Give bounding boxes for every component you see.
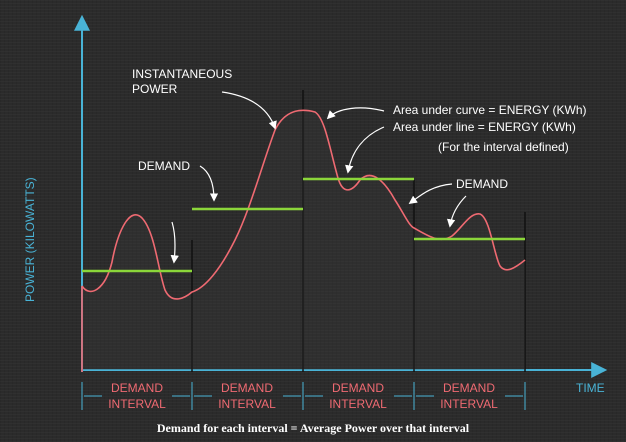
interval-2-label-1: DEMAND — [221, 381, 273, 395]
interval-brackets — [81, 382, 526, 410]
pointer-demand-right — [408, 183, 453, 204]
pointer-area-curve — [326, 107, 385, 120]
pointer-demand-left — [199, 165, 219, 202]
x-axis-label: TIME — [576, 381, 605, 395]
interval-4-label-2: INTERVAL — [440, 397, 498, 411]
area-curve-label: Area under curve = ENERGY (KWh) — [393, 103, 587, 117]
interval-3-label-2: INTERVAL — [329, 397, 387, 411]
instantaneous-label-1: INSTANTANEOUS — [132, 67, 232, 81]
caption: Demand for each interval = Average Power… — [157, 421, 470, 435]
demand-label-right: DEMAND — [456, 177, 508, 191]
pointer-area-line — [345, 126, 385, 174]
interval-1-label-2: INTERVAL — [108, 397, 166, 411]
instantaneous-label-2: POWER — [132, 82, 178, 96]
demand-label-left: DEMAND — [138, 159, 190, 173]
y-axis-label: POWER (KILOWATTS) — [23, 177, 37, 302]
energy-area — [82, 110, 525, 371]
interval-note: (For the interval defined) — [438, 140, 569, 154]
area-line-label: Area under line = ENERGY (KWh) — [393, 120, 576, 134]
interval-4-label-1: DEMAND — [443, 381, 495, 395]
interval-1-label-1: DEMAND — [111, 381, 163, 395]
instantaneous-power-curve — [81, 109, 526, 300]
interval-3-label-1: DEMAND — [332, 381, 384, 395]
interval-2-label-2: INTERVAL — [218, 397, 276, 411]
pointer-interval-1 — [170, 221, 179, 264]
pointer-instantaneous — [221, 91, 277, 130]
pointer-demand-right-2 — [446, 195, 467, 228]
